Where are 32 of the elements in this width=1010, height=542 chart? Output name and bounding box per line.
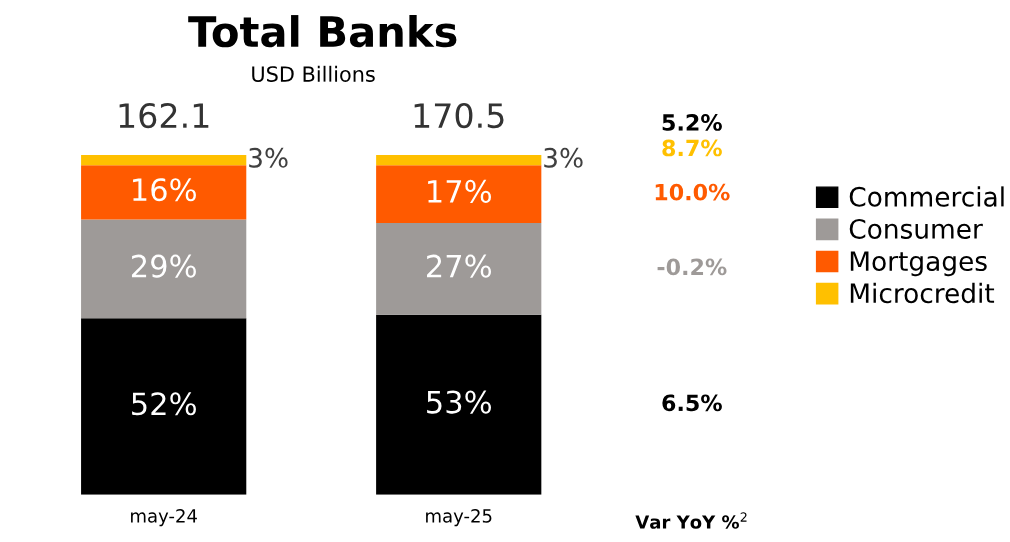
text: 10.0% [655,183,730,201]
chart-title: Total Banks [188,15,457,48]
data-label: 3% [249,147,288,168]
data-label: 29% [131,254,196,278]
data-label: 52% [132,392,196,416]
bar [81,318,247,495]
text: 6.5% [662,394,722,412]
data-label: 3% [544,147,583,168]
data-label: 17% [428,179,491,203]
legend-label: Mortgages [850,251,987,277]
bar [81,219,247,319]
text: 162.1 [119,102,209,129]
text: 170.5 [414,102,504,129]
legend-label: Microcredit [850,282,995,304]
x-tick-label: may-25 [426,509,492,527]
text: Var YoY %$^{2}$ [635,512,747,529]
chart-subtitle: USD Billions [252,65,375,82]
x-tick-label: may-24 [131,509,197,527]
legend-label: Consumer [849,218,983,239]
text: 8.7% [662,139,722,157]
bar [81,165,247,220]
data-label: 27% [427,254,491,278]
bar [376,314,542,495]
text: -0.2% [657,258,727,276]
text: 5.2% [662,114,722,131]
data-label: 53% [427,390,491,414]
legend-label: Commercial [849,186,1004,207]
bar [376,155,542,166]
bar [376,222,542,315]
bar [376,165,542,223]
data-label: 16% [133,178,196,202]
bar [81,155,247,166]
